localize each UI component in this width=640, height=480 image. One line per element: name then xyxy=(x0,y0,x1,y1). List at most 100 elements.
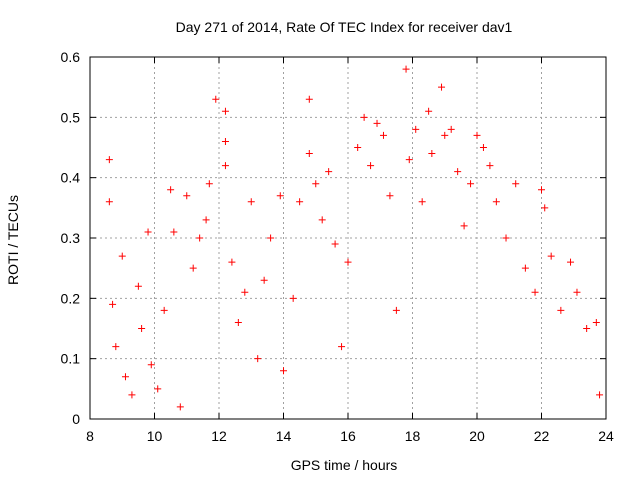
data-point xyxy=(118,252,126,260)
y-tick-label: 0.1 xyxy=(61,351,81,367)
data-point xyxy=(221,162,229,170)
data-point xyxy=(176,403,184,411)
data-point xyxy=(260,276,268,284)
data-point xyxy=(205,180,213,188)
axis-ticks: 8 10 12 14 16 18 20 22 24 0 0.1 0.2 0.3 0.4 0.5 0.6 xyxy=(61,49,614,444)
data-points xyxy=(105,65,604,411)
x-tick-label: 22 xyxy=(534,428,550,444)
data-point xyxy=(325,168,333,176)
data-point xyxy=(318,216,326,224)
data-point xyxy=(112,343,120,351)
y-tick-label: 0.6 xyxy=(61,49,81,65)
data-point xyxy=(418,198,426,206)
data-point xyxy=(221,137,229,145)
x-axis-label: GPS time / hours xyxy=(291,457,398,473)
data-point xyxy=(531,288,539,296)
data-point xyxy=(109,300,117,308)
data-point xyxy=(386,192,394,200)
data-point xyxy=(247,198,255,206)
y-tick-label: 0.5 xyxy=(61,109,81,125)
data-point xyxy=(344,258,352,266)
data-point xyxy=(267,234,275,242)
data-point xyxy=(167,186,175,194)
y-tick-label: 0 xyxy=(72,411,80,427)
y-axis-label: ROTI / TECUs xyxy=(5,195,21,285)
x-tick-label: 8 xyxy=(86,428,94,444)
data-point xyxy=(360,113,368,121)
data-point xyxy=(502,234,510,242)
data-point xyxy=(305,95,313,103)
x-tick-label: 16 xyxy=(340,428,356,444)
data-point xyxy=(312,180,320,188)
data-point xyxy=(147,361,155,369)
data-point xyxy=(567,258,575,266)
data-point xyxy=(228,258,236,266)
data-point xyxy=(276,192,284,200)
data-point xyxy=(354,144,362,151)
data-point xyxy=(138,325,146,332)
data-point xyxy=(212,95,220,103)
grid xyxy=(90,57,606,419)
data-point xyxy=(305,150,313,158)
data-point xyxy=(583,325,591,332)
data-point xyxy=(479,144,487,151)
y-tick-label: 0.2 xyxy=(61,290,81,306)
data-point xyxy=(160,306,168,314)
data-point xyxy=(428,150,436,158)
data-point xyxy=(392,306,400,314)
x-tick-label: 18 xyxy=(405,428,421,444)
data-point xyxy=(467,180,475,188)
data-point xyxy=(105,156,113,164)
data-point xyxy=(592,318,600,326)
data-point xyxy=(234,318,242,326)
data-point xyxy=(596,391,604,399)
data-point xyxy=(438,83,446,91)
data-point xyxy=(379,131,387,139)
data-point xyxy=(296,198,304,206)
data-point xyxy=(473,131,481,139)
data-point xyxy=(367,162,375,170)
x-tick-label: 14 xyxy=(276,428,292,444)
data-point xyxy=(486,162,494,170)
data-point xyxy=(121,373,129,381)
data-point xyxy=(512,180,520,188)
data-point xyxy=(183,192,191,200)
data-point xyxy=(254,355,262,363)
data-point xyxy=(454,168,462,176)
x-tick-label: 20 xyxy=(469,428,485,444)
x-tick-label: 24 xyxy=(598,428,614,444)
data-point xyxy=(134,282,142,290)
data-point xyxy=(221,107,229,115)
data-point xyxy=(541,204,549,212)
data-point xyxy=(289,294,297,302)
data-point xyxy=(573,288,581,296)
data-point xyxy=(405,156,413,164)
data-point xyxy=(557,306,565,314)
data-point xyxy=(460,222,468,230)
data-point xyxy=(189,264,197,272)
data-point xyxy=(154,385,162,393)
data-point xyxy=(492,198,500,206)
x-tick-label: 10 xyxy=(147,428,163,444)
data-point xyxy=(402,65,410,73)
data-point xyxy=(441,131,449,139)
y-tick-label: 0.4 xyxy=(61,170,81,186)
data-point xyxy=(128,391,136,399)
data-point xyxy=(547,252,555,260)
data-point xyxy=(202,216,210,224)
chart-title: Day 271 of 2014, Rate Of TEC Index for r… xyxy=(176,19,513,35)
data-point xyxy=(196,234,204,242)
data-point xyxy=(447,125,455,133)
data-point xyxy=(538,186,545,194)
data-point xyxy=(144,228,152,236)
data-point xyxy=(241,288,249,296)
data-point xyxy=(412,125,420,133)
data-point xyxy=(373,119,381,127)
data-point xyxy=(338,343,346,351)
data-point xyxy=(105,198,113,206)
data-point xyxy=(331,240,339,248)
y-tick-label: 0.3 xyxy=(61,230,81,246)
x-tick-label: 12 xyxy=(211,428,227,444)
data-point xyxy=(170,228,178,236)
